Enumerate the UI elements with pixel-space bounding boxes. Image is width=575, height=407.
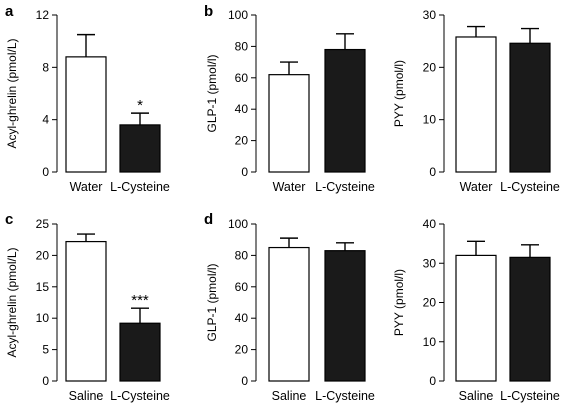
chart-panel-6: 0 10 20 30 40 PYY (pmol/l) Saline L-Cysteine: [392, 217, 560, 403]
y-tick-label: 40: [423, 217, 437, 231]
y-tick-label: 100: [228, 8, 248, 22]
panel-letter: c: [5, 211, 13, 228]
y-tick-label: 0: [42, 165, 49, 179]
y-tick-label: 100: [228, 217, 248, 231]
y-tick-label: 25: [36, 217, 50, 231]
y-tick-label: 80: [235, 248, 249, 262]
y-tick-label: 60: [235, 71, 249, 85]
category-label: L-Cysteine: [500, 180, 560, 194]
chart-panel-3: 0 10 20 30 PYY (pmol/l) Water L-Cysteine: [392, 8, 560, 194]
y-axis-title: GLP-1 (pmol/l): [205, 54, 219, 132]
y-axis-title: Acyl-ghrelin (pmol/L): [5, 38, 19, 148]
bar-water: [65, 56, 107, 173]
category-label: Water: [70, 180, 103, 194]
bar-l-cysteine: [509, 256, 551, 382]
panel-letter: d: [204, 211, 213, 228]
y-tick-label: 20: [235, 134, 249, 148]
category-label: Water: [273, 180, 306, 194]
category-label: Saline: [459, 389, 494, 403]
y-tick-label: 20: [423, 296, 437, 310]
y-tick-label: 4: [42, 113, 49, 127]
bar-water: [455, 36, 497, 173]
y-tick-label: 20: [423, 60, 437, 74]
bar-l-cysteine: [119, 124, 161, 173]
y-tick-label: 40: [235, 311, 249, 325]
y-tick-label: 0: [42, 374, 49, 388]
y-tick-label: 0: [429, 374, 436, 388]
category-label: Water: [460, 180, 493, 194]
y-tick-label: 15: [36, 280, 50, 294]
y-tick-label: 30: [423, 8, 437, 22]
y-axis-title: GLP-1 (pmol/l): [205, 263, 219, 341]
y-tick-label: 80: [235, 39, 249, 53]
category-label: L-Cysteine: [110, 180, 170, 194]
bar-saline: [65, 240, 107, 382]
chart-panel-4: c 0 5 10 15 20 25 Acyl-ghrelin (pmol/L) Saline **…: [5, 211, 170, 403]
y-tick-label: 20: [36, 248, 50, 262]
y-tick-label: 12: [36, 8, 50, 22]
y-tick-label: 5: [42, 343, 49, 357]
y-tick-label: 10: [423, 113, 437, 127]
category-label: L-Cysteine: [315, 389, 375, 403]
panel-letter: b: [204, 3, 213, 20]
chart-panel-1: a 0 4 8 12 Acyl-ghrelin (pmol/L) Water * L-Cyste…: [5, 3, 170, 194]
y-tick-label: 0: [241, 165, 248, 179]
bar-l-cysteine: [119, 322, 161, 382]
bar-l-cysteine: [324, 250, 366, 382]
category-label: L-Cysteine: [500, 389, 560, 403]
y-tick-label: 0: [429, 165, 436, 179]
y-tick-label: 60: [235, 280, 249, 294]
y-axis-title: PYY (pmol/l): [392, 269, 406, 336]
category-label: Saline: [272, 389, 307, 403]
y-axis-title: Acyl-ghrelin (pmol/L): [5, 247, 19, 357]
y-tick-label: 8: [42, 60, 49, 74]
panel-letter: a: [5, 3, 14, 20]
category-label: L-Cysteine: [110, 389, 170, 403]
significance-label: *: [137, 97, 143, 114]
significance-label: ***: [131, 292, 149, 309]
bar-water: [268, 74, 310, 173]
y-tick-label: 10: [36, 311, 50, 325]
chart-panel-2: b 0 20 40 60 80 100 GLP-1 (pmol/l) Water L-Cystei…: [204, 3, 375, 194]
bar-l-cysteine: [324, 48, 366, 173]
bar-saline: [455, 254, 497, 382]
bar-l-cysteine: [509, 42, 551, 173]
y-tick-label: 40: [235, 102, 249, 116]
chart-panel-5: d 0 20 40 60 80 100 GLP-1 (pmol/l) Saline L-Cyste…: [204, 211, 375, 403]
y-axis-title: PYY (pmol/l): [392, 60, 406, 127]
bar-saline: [268, 246, 310, 382]
y-tick-label: 30: [423, 256, 437, 270]
category-label: L-Cysteine: [315, 180, 375, 194]
y-tick-label: 10: [423, 335, 437, 349]
y-tick-label: 20: [235, 343, 249, 357]
y-tick-label: 0: [241, 374, 248, 388]
category-label: Saline: [69, 389, 104, 403]
